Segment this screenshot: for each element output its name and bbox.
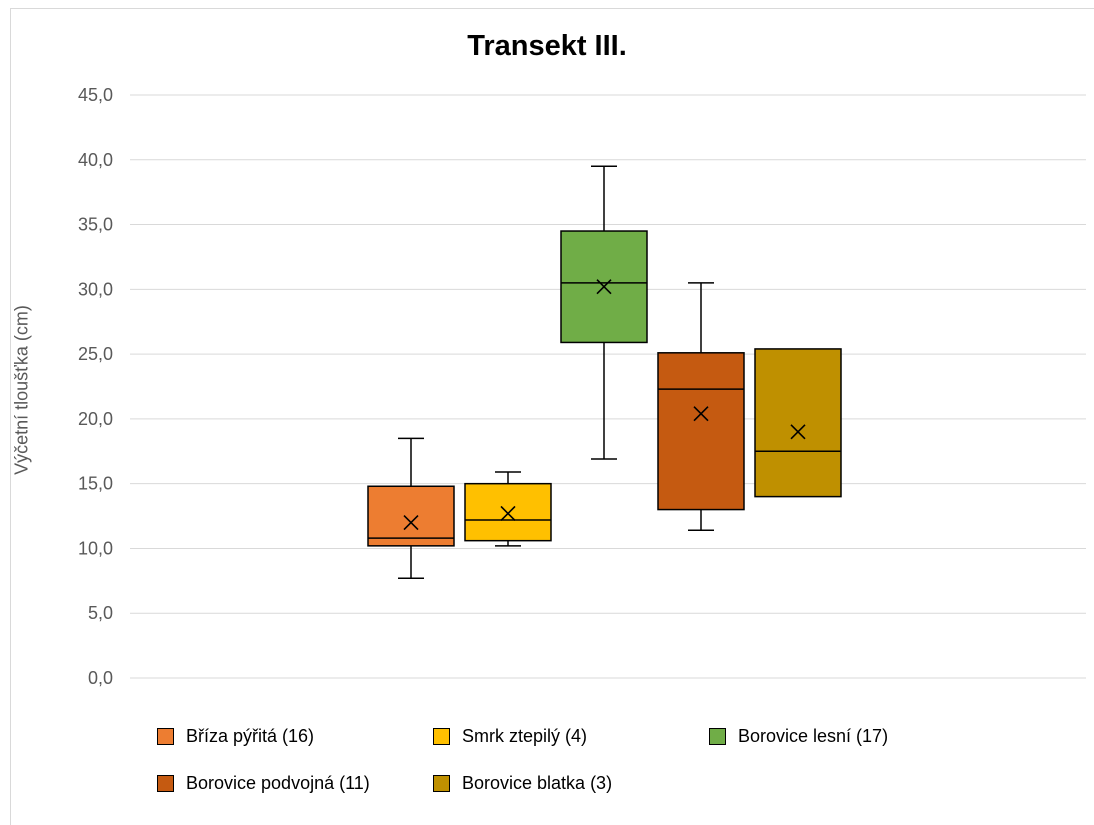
chart-area — [10, 8, 1094, 825]
mean-marker — [596, 279, 612, 295]
mean-marker — [403, 514, 419, 531]
legend-item: Smrk ztepilý (4) — [433, 726, 587, 747]
legend-label: Smrk ztepilý (4) — [462, 726, 588, 746]
legend-item: Borovice blatka (3) — [433, 773, 612, 794]
legend-swatch — [433, 775, 450, 792]
legend-swatch — [157, 775, 174, 792]
legend-label: Borovice podvojná (11) — [186, 773, 370, 793]
legend-label: Borovice blatka (3) — [462, 773, 613, 793]
legend-label: Bříza pýřitá (16) — [186, 726, 315, 746]
mean-marker — [693, 406, 709, 422]
y-tick-label: 45,0 — [78, 85, 113, 105]
y-tick-label: 10,0 — [78, 538, 113, 558]
chart-title: Transekt III. — [467, 30, 627, 62]
y-tick-label: 25,0 — [78, 344, 113, 364]
mean-marker — [500, 505, 516, 522]
legend-item: Borovice podvojná (11) — [157, 773, 370, 794]
y-tick-label: 5,0 — [88, 603, 113, 623]
y-tick-label: 20,0 — [78, 409, 113, 429]
box — [464, 482, 552, 542]
mean-marker — [790, 424, 806, 440]
y-tick-label: 0,0 — [88, 668, 113, 688]
legend-swatch — [157, 728, 174, 745]
box — [754, 348, 842, 498]
legend-item: Bříza pýřitá (16) — [157, 726, 314, 747]
y-tick-label: 35,0 — [78, 215, 113, 235]
legend-item: Borovice lesní (17) — [709, 726, 888, 747]
legend-swatch — [709, 728, 726, 745]
y-tick-label: 30,0 — [78, 279, 113, 299]
legend-swatch — [433, 728, 450, 745]
box — [657, 352, 745, 511]
y-tick-label: 40,0 — [78, 150, 113, 170]
legend-label: Borovice lesní (17) — [738, 726, 889, 746]
box — [367, 485, 455, 547]
y-tick-label: 15,0 — [78, 474, 113, 494]
